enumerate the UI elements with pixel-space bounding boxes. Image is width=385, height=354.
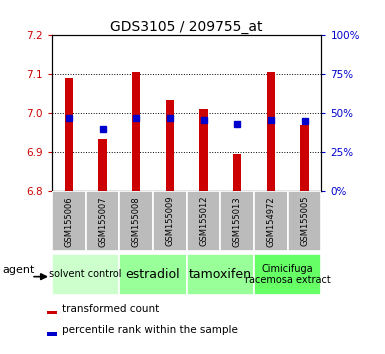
Bar xyxy=(267,73,275,191)
Text: GSM155013: GSM155013 xyxy=(233,196,242,247)
Bar xyxy=(187,191,220,251)
Bar xyxy=(52,191,85,251)
Bar xyxy=(52,253,119,295)
Text: percentile rank within the sample: percentile rank within the sample xyxy=(62,325,238,336)
Bar xyxy=(233,154,241,191)
Text: GSM155007: GSM155007 xyxy=(98,196,107,247)
Text: solvent control: solvent control xyxy=(49,269,122,279)
Bar xyxy=(254,191,288,251)
Text: Cimicifuga
racemosa extract: Cimicifuga racemosa extract xyxy=(245,263,331,285)
Bar xyxy=(119,253,187,295)
Bar xyxy=(47,310,57,314)
Text: estradiol: estradiol xyxy=(126,268,180,281)
Text: GSM155012: GSM155012 xyxy=(199,196,208,246)
Bar xyxy=(153,191,187,251)
Title: GDS3105 / 209755_at: GDS3105 / 209755_at xyxy=(110,21,263,34)
Text: GSM155009: GSM155009 xyxy=(166,196,174,246)
Text: GSM155006: GSM155006 xyxy=(64,196,73,247)
Bar xyxy=(119,191,153,251)
Bar xyxy=(166,100,174,191)
Text: GSM155008: GSM155008 xyxy=(132,196,141,247)
Bar xyxy=(300,125,309,191)
Text: tamoxifen: tamoxifen xyxy=(189,268,252,281)
Bar xyxy=(288,191,321,251)
Bar xyxy=(47,332,57,336)
Text: transformed count: transformed count xyxy=(62,304,159,314)
Text: GSM155005: GSM155005 xyxy=(300,196,309,246)
Bar xyxy=(132,73,141,191)
Bar xyxy=(98,139,107,191)
Bar xyxy=(220,191,254,251)
Bar xyxy=(187,253,254,295)
Text: GSM154972: GSM154972 xyxy=(266,196,275,247)
Bar xyxy=(254,253,321,295)
Bar xyxy=(199,109,208,191)
Bar xyxy=(65,78,73,191)
Bar xyxy=(85,191,119,251)
Text: agent: agent xyxy=(3,265,35,275)
